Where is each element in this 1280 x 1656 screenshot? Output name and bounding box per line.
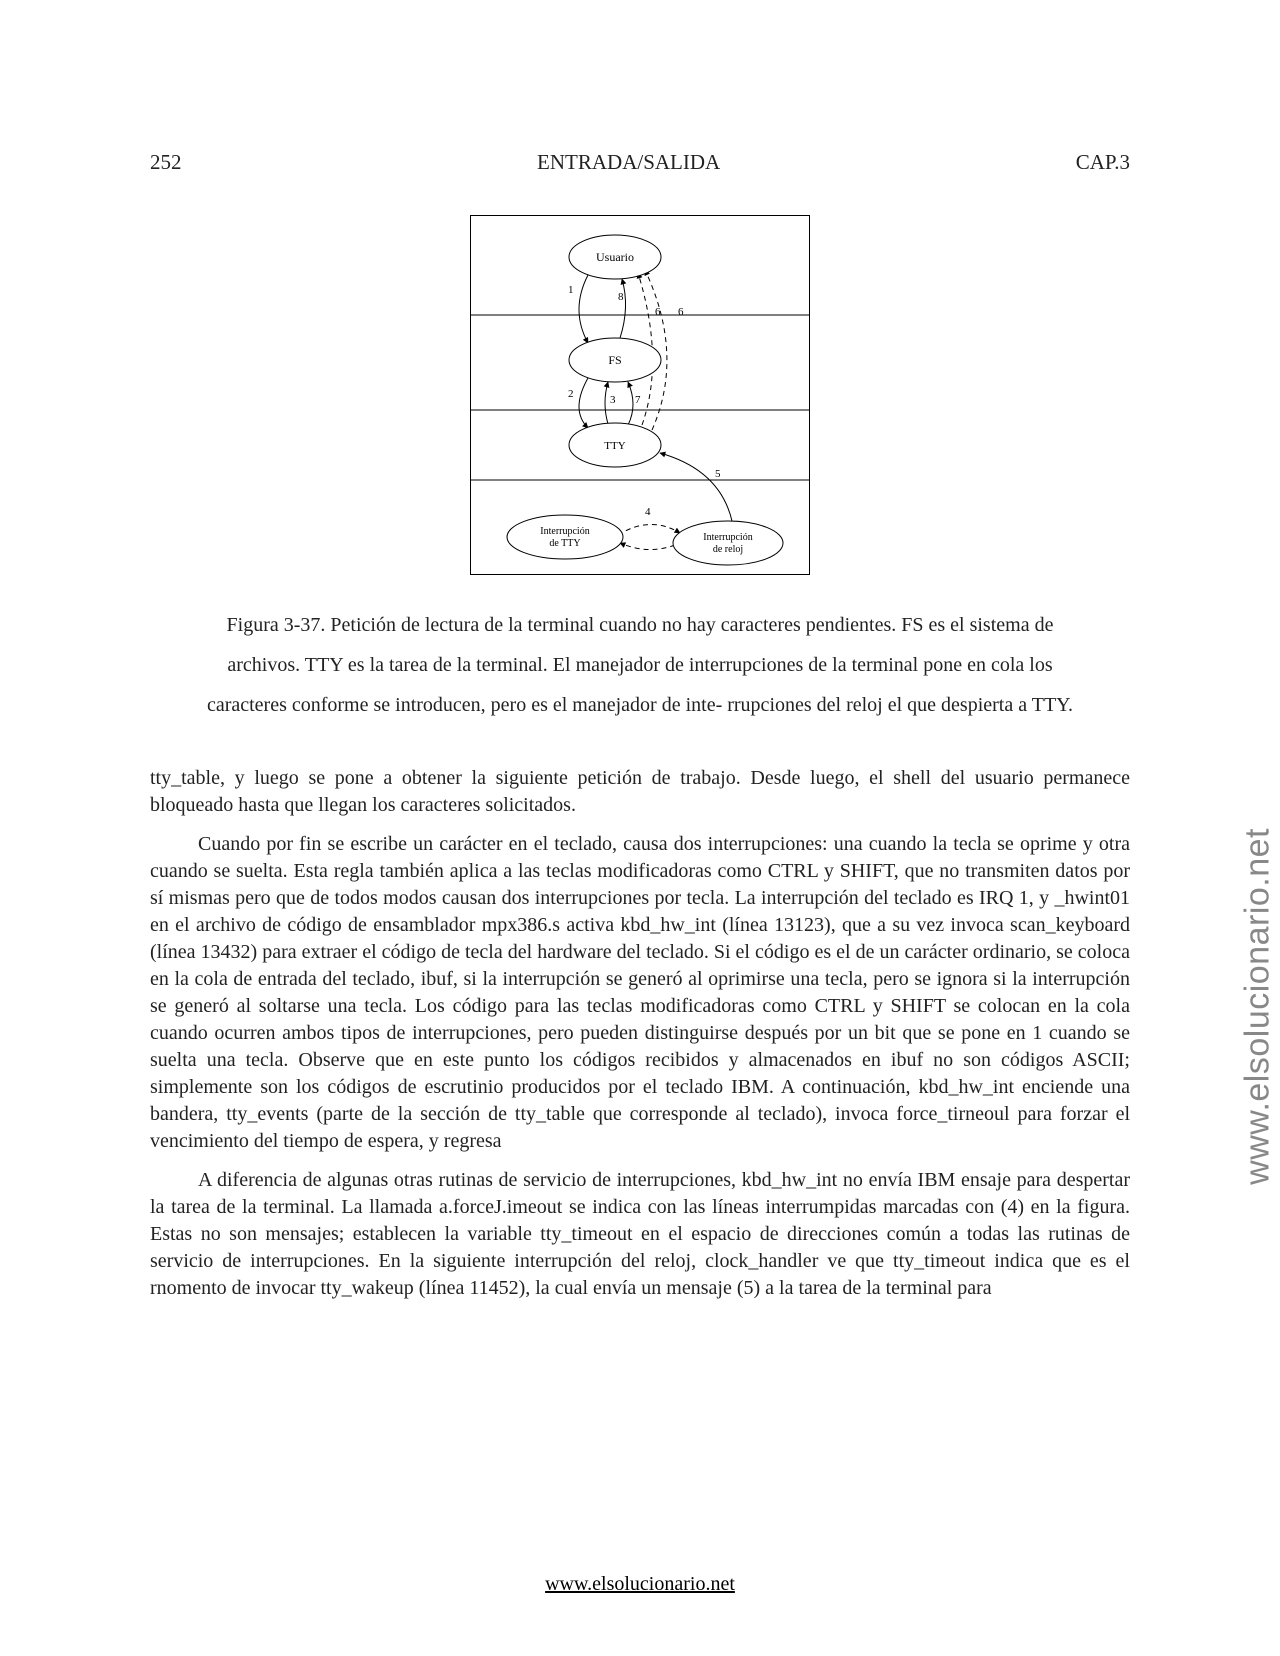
edge-label-8: 8 bbox=[618, 291, 624, 303]
header-title: ENTRADA/SALIDA bbox=[182, 150, 1076, 175]
diagram-svg: Usuario FS TTY Interrupción de TTY Inter… bbox=[470, 215, 810, 575]
node-int-tty-label1: Interrupción bbox=[540, 526, 589, 537]
edge-label-4: 4 bbox=[645, 506, 651, 518]
body-text: tty_table, y luego se pone a obtener la … bbox=[150, 765, 1130, 1302]
paragraph-1: tty_table, y luego se pone a obtener la … bbox=[150, 765, 1130, 819]
paragraph-3: A diferencia de algunas otras rutinas de… bbox=[150, 1167, 1130, 1302]
chapter-label: CAP.3 bbox=[1076, 150, 1130, 175]
node-int-tty-label2: de TTY bbox=[549, 538, 580, 549]
node-fs-label: FS bbox=[608, 353, 621, 367]
footer-link: www.elsolucionario.net bbox=[0, 1573, 1280, 1596]
edge-label-2: 2 bbox=[568, 388, 574, 400]
node-int-reloj-label1: Interrupción bbox=[703, 532, 752, 543]
node-int-reloj-label2: de reloj bbox=[713, 544, 743, 555]
node-usuario-label: Usuario bbox=[596, 250, 634, 264]
page-number: 252 bbox=[150, 150, 182, 175]
page-header: 252 ENTRADA/SALIDA CAP.3 bbox=[150, 150, 1130, 175]
edge-label-6b: 6 bbox=[678, 306, 684, 318]
page-content: 252 ENTRADA/SALIDA CAP.3 bbox=[0, 0, 1280, 1302]
edge-label-6a: 6 bbox=[655, 306, 661, 318]
figure-diagram: Usuario FS TTY Interrupción de TTY Inter… bbox=[150, 215, 1130, 575]
figure-caption: Figura 3-37. Petición de lectura de la t… bbox=[190, 605, 1090, 725]
paragraph-2: Cuando por fin se escribe un carácter en… bbox=[150, 831, 1130, 1155]
edge-label-3: 3 bbox=[610, 394, 616, 406]
edge-label-1: 1 bbox=[568, 284, 574, 296]
node-tty-label: TTY bbox=[604, 440, 625, 452]
edge-label-7: 7 bbox=[635, 394, 641, 406]
edge-label-5: 5 bbox=[715, 468, 721, 480]
watermark-text: www.elsolucionario.net bbox=[1239, 828, 1278, 1185]
